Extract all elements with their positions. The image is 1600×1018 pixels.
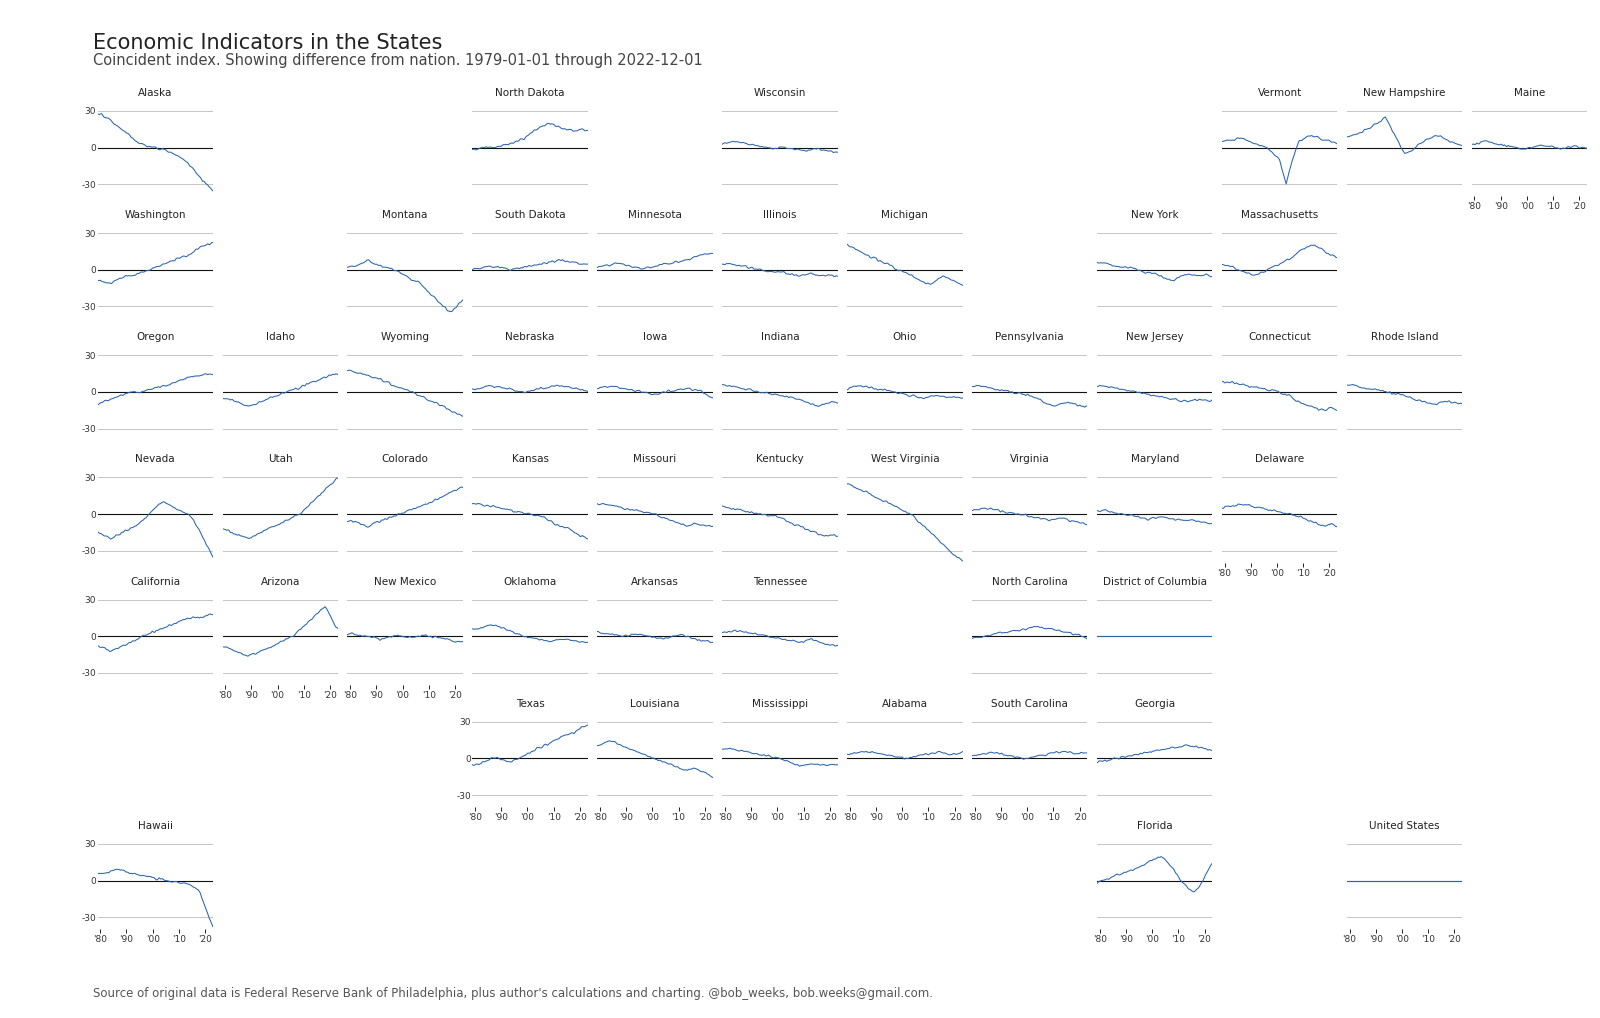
Title: South Carolina: South Carolina — [992, 698, 1069, 709]
Title: Alabama: Alabama — [882, 698, 928, 709]
Title: Montana: Montana — [382, 210, 427, 220]
Title: Pennsylvania: Pennsylvania — [995, 332, 1064, 342]
Title: Arkansas: Arkansas — [630, 576, 678, 586]
Title: Minnesota: Minnesota — [629, 210, 682, 220]
Title: Louisiana: Louisiana — [630, 698, 680, 709]
Title: North Carolina: North Carolina — [992, 576, 1067, 586]
Title: United States: United States — [1370, 821, 1440, 831]
Title: Michigan: Michigan — [882, 210, 928, 220]
Title: New Hampshire: New Hampshire — [1363, 88, 1446, 98]
Title: Iowa: Iowa — [643, 332, 667, 342]
Title: Alaska: Alaska — [138, 88, 173, 98]
Text: Source of original data is Federal Reserve Bank of Philadelphia, plus author's c: Source of original data is Federal Reser… — [93, 986, 933, 1000]
Title: Indiana: Indiana — [760, 332, 800, 342]
Title: South Dakota: South Dakota — [494, 210, 565, 220]
Title: Massachusetts: Massachusetts — [1242, 210, 1318, 220]
Title: Oregon: Oregon — [136, 332, 174, 342]
Title: Washington: Washington — [125, 210, 186, 220]
Title: Maryland: Maryland — [1131, 454, 1179, 464]
Title: Illinois: Illinois — [763, 210, 797, 220]
Title: Wisconsin: Wisconsin — [754, 88, 806, 98]
Title: Florida: Florida — [1138, 821, 1173, 831]
Title: Tennessee: Tennessee — [754, 576, 806, 586]
Title: Wyoming: Wyoming — [381, 332, 430, 342]
Title: West Virginia: West Virginia — [870, 454, 939, 464]
Title: Oklahoma: Oklahoma — [504, 576, 557, 586]
Title: Kentucky: Kentucky — [757, 454, 803, 464]
Title: Hawaii: Hawaii — [138, 821, 173, 831]
Title: New York: New York — [1131, 210, 1179, 220]
Title: Rhode Island: Rhode Island — [1371, 332, 1438, 342]
Title: Nevada: Nevada — [136, 454, 174, 464]
Title: Maine: Maine — [1514, 88, 1546, 98]
Title: Nebraska: Nebraska — [506, 332, 555, 342]
Title: Vermont: Vermont — [1258, 88, 1302, 98]
Title: Kansas: Kansas — [512, 454, 549, 464]
Title: Mississippi: Mississippi — [752, 698, 808, 709]
Title: Georgia: Georgia — [1134, 698, 1176, 709]
Title: Delaware: Delaware — [1254, 454, 1304, 464]
Title: Utah: Utah — [267, 454, 293, 464]
Title: Colorado: Colorado — [382, 454, 429, 464]
Text: Economic Indicators in the States: Economic Indicators in the States — [93, 33, 442, 53]
Text: Coincident index. Showing difference from nation. 1979-01-01 through 2022-12-01: Coincident index. Showing difference fro… — [93, 53, 702, 68]
Title: Idaho: Idaho — [266, 332, 294, 342]
Title: New Jersey: New Jersey — [1126, 332, 1184, 342]
Title: Arizona: Arizona — [261, 576, 299, 586]
Title: North Dakota: North Dakota — [496, 88, 565, 98]
Title: Virginia: Virginia — [1010, 454, 1050, 464]
Title: Connecticut: Connecticut — [1248, 332, 1310, 342]
Title: Texas: Texas — [515, 698, 544, 709]
Title: District of Columbia: District of Columbia — [1102, 576, 1206, 586]
Title: New Mexico: New Mexico — [374, 576, 437, 586]
Title: Missouri: Missouri — [634, 454, 677, 464]
Title: Ohio: Ohio — [893, 332, 917, 342]
Title: California: California — [130, 576, 181, 586]
